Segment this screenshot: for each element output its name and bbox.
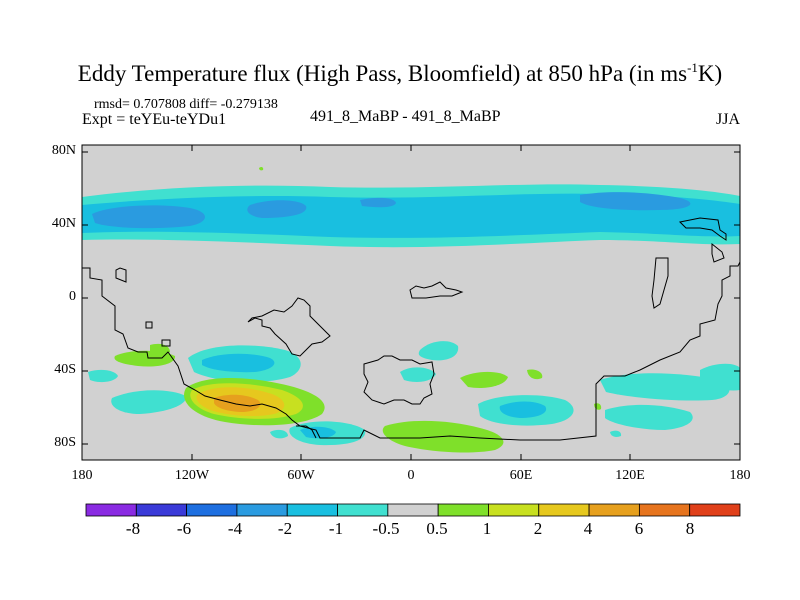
sh-neg-seo-3 — [700, 363, 740, 391]
colorbar-box — [437, 503, 489, 517]
sh-neg-seo-1 — [600, 373, 730, 401]
x-tick-label: 60E — [509, 468, 533, 483]
sh-neg-antarctic-pac-2 — [300, 426, 336, 439]
coast-antarctic-penin — [296, 425, 317, 439]
coast-africa — [247, 297, 331, 357]
coast-indonesia — [409, 281, 464, 299]
y-tick-label: 80S — [54, 435, 76, 450]
runs-label: 491_8_MaBP - 491_8_MaBP — [310, 108, 501, 125]
colorbar-label: 1 — [482, 519, 492, 538]
colorbar-box — [538, 503, 590, 517]
nh-small-pos — [259, 166, 264, 171]
sh-pos-a — [460, 371, 508, 388]
colorbar-label: -6 — [176, 519, 192, 538]
sh-neg-seo-2 — [605, 404, 693, 430]
coast-pacific-isl-1 — [145, 321, 153, 329]
sh-neg-indian-core — [499, 401, 547, 418]
sh-wpac-neg-2 — [111, 390, 187, 414]
experiment-label: Expt = teYEu-teYDu1 — [82, 111, 227, 128]
coast-pacific-isl-2 — [161, 339, 171, 347]
colorbar-label: 0.5 — [426, 519, 448, 538]
colorbar-box — [85, 503, 137, 517]
x-tick-label: 180 — [729, 468, 751, 483]
colorbar-box — [135, 503, 188, 517]
coast-arctic-islands — [711, 242, 725, 263]
coast-australia — [363, 355, 435, 405]
x-tick-label: 180 — [71, 468, 93, 483]
colorbar-label: -1 — [328, 519, 344, 538]
x-tick-label: 120W — [174, 468, 210, 483]
sh-atlantic-neg-core — [202, 353, 275, 373]
colorbar-label: 8 — [685, 519, 695, 538]
colorbar-box — [186, 503, 238, 517]
nh-core-1 — [92, 205, 205, 229]
chart-title: Eddy Temperature flux (High Pass, Bloomf… — [77, 60, 723, 86]
sh-wpac-neg — [88, 369, 118, 383]
sh-neg-a — [418, 341, 459, 361]
coast-south-america — [82, 261, 740, 441]
x-tick-label: 120E — [615, 468, 645, 483]
colorbar-label: -8 — [125, 519, 141, 538]
axis-ticks — [81, 145, 741, 460]
nh-band-core — [82, 193, 740, 238]
y-tick-label: 0 — [69, 289, 76, 304]
coast-nz — [115, 267, 127, 283]
coastlines — [82, 217, 740, 441]
coast-greenland-area — [651, 257, 669, 309]
x-tick-label: 60W — [287, 468, 315, 483]
colorbar-box — [588, 503, 640, 517]
colorbar-label: 2 — [533, 519, 543, 538]
colorbar — [85, 503, 741, 517]
colorbar-label: -2 — [277, 519, 293, 538]
colorbar-label: -0.5 — [372, 519, 400, 538]
sh-pac-peak — [214, 394, 261, 412]
sh-neg-small-a — [270, 429, 288, 439]
colorbar-label: 6 — [634, 519, 644, 538]
sh-pos-b — [527, 369, 543, 380]
colorbar-box — [387, 503, 439, 517]
x-tick-label: 0 — [407, 468, 415, 483]
sh-neg-b — [400, 367, 436, 382]
colorbar-label: -4 — [227, 519, 243, 538]
colorbar-box — [488, 503, 540, 517]
y-tick-label: 40S — [54, 362, 76, 377]
sh-neg-small-b — [610, 430, 622, 437]
coast-japan — [678, 217, 727, 241]
colorbar-label: 4 — [583, 519, 593, 538]
y-tick-label: 80N — [51, 143, 76, 158]
sh-pos-chile — [150, 343, 170, 355]
colorbar-box — [337, 503, 389, 517]
nh-core-3 — [580, 192, 691, 211]
nh-core-2 — [247, 200, 307, 218]
season-label: JJA — [716, 111, 741, 128]
stats-label: rmsd= 0.707808 diff= -0.279138 — [94, 97, 278, 112]
contour-fields — [82, 166, 740, 453]
nh-core-4 — [360, 197, 396, 208]
colorbar-box — [286, 503, 338, 517]
colorbar-box — [689, 503, 741, 517]
colorbar-box — [236, 503, 288, 517]
colorbar-box — [638, 503, 691, 517]
y-tick-label: 40N — [51, 216, 76, 231]
